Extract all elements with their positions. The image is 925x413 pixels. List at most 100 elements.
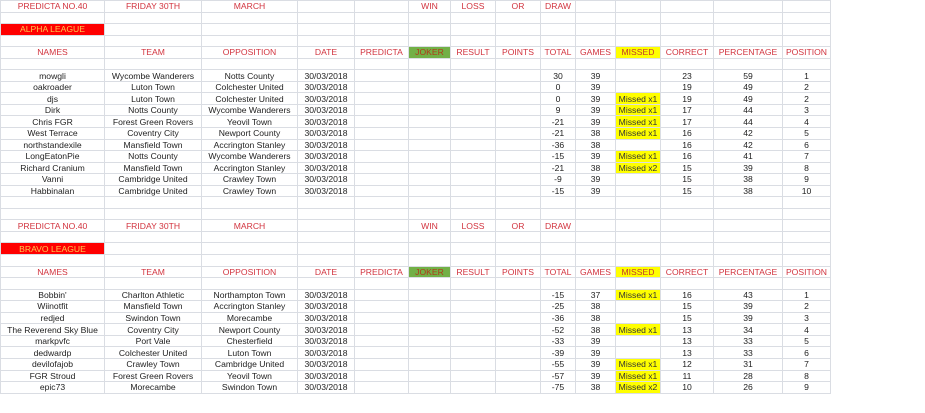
column-header[interactable]: NAMES: [0, 265, 105, 279]
cell[interactable]: [450, 254, 496, 267]
cell[interactable]: [201, 57, 298, 71]
cell[interactable]: [660, 277, 714, 290]
cell[interactable]: [201, 242, 298, 256]
column-header[interactable]: PREDICTA: [354, 265, 409, 279]
data-cell[interactable]: 16: [660, 288, 714, 302]
data-cell[interactable]: 37: [575, 288, 616, 302]
cell[interactable]: [495, 92, 541, 105]
cell[interactable]: [495, 242, 541, 256]
cell[interactable]: [495, 207, 541, 221]
data-cell[interactable]: 39: [713, 300, 783, 313]
data-cell[interactable]: 4: [782, 115, 831, 128]
data-cell[interactable]: 43: [713, 288, 783, 302]
cell[interactable]: [575, 57, 616, 71]
cell[interactable]: [408, 242, 451, 256]
data-cell[interactable]: 7: [782, 357, 831, 371]
cell[interactable]: [615, 23, 661, 36]
cell[interactable]: [408, 254, 451, 267]
data-cell[interactable]: Northampton Town: [201, 288, 298, 302]
cell[interactable]: [408, 196, 451, 209]
data-cell[interactable]: 39: [575, 346, 616, 359]
data-cell[interactable]: -75: [540, 381, 576, 394]
data-cell[interactable]: [615, 69, 661, 82]
cell[interactable]: [450, 69, 496, 82]
data-cell[interactable]: -25: [540, 300, 576, 313]
data-cell[interactable]: 30/03/2018: [297, 80, 355, 94]
cell[interactable]: [495, 161, 541, 175]
data-cell[interactable]: 23: [660, 69, 714, 82]
column-header[interactable]: CORRECT: [660, 265, 714, 279]
cell[interactable]: [540, 277, 576, 290]
data-cell[interactable]: devilofajob: [0, 357, 105, 371]
cell[interactable]: [408, 311, 451, 325]
data-cell[interactable]: 33: [713, 346, 783, 359]
data-cell[interactable]: 44: [713, 115, 783, 128]
day-label[interactable]: FRIDAY 30TH: [104, 219, 202, 232]
cell[interactable]: [495, 115, 541, 128]
cell[interactable]: [408, 69, 451, 82]
cell[interactable]: [660, 57, 714, 71]
data-cell[interactable]: Yeovil Town: [201, 369, 298, 383]
data-cell[interactable]: 38: [575, 323, 616, 336]
cell[interactable]: [782, 196, 831, 209]
data-cell[interactable]: 30/03/2018: [297, 184, 355, 198]
cell[interactable]: [540, 254, 576, 267]
data-cell[interactable]: 6: [782, 138, 831, 152]
data-cell[interactable]: Forest Green Rovers: [104, 369, 202, 383]
cell[interactable]: [495, 80, 541, 94]
cell[interactable]: [0, 196, 105, 209]
data-cell[interactable]: 2: [782, 80, 831, 94]
data-cell[interactable]: Newport County: [201, 127, 298, 140]
data-cell[interactable]: 44: [713, 103, 783, 117]
cell[interactable]: [782, 23, 831, 36]
cell[interactable]: [354, 69, 409, 82]
data-cell[interactable]: markpvfc: [0, 334, 105, 348]
cell[interactable]: [354, 207, 409, 221]
cell[interactable]: [782, 254, 831, 267]
data-cell[interactable]: 39: [575, 334, 616, 348]
cell[interactable]: [408, 103, 451, 117]
cell[interactable]: [615, 254, 661, 267]
data-cell[interactable]: Port Vale: [104, 334, 202, 348]
cell[interactable]: [354, 300, 409, 313]
data-cell[interactable]: Missed x1: [615, 115, 661, 128]
data-cell[interactable]: redjed: [0, 311, 105, 325]
cell[interactable]: [408, 34, 451, 48]
data-cell[interactable]: 28: [713, 369, 783, 383]
data-cell[interactable]: 39: [575, 80, 616, 94]
data-cell[interactable]: 17: [660, 103, 714, 117]
cell[interactable]: [354, 150, 409, 163]
data-cell[interactable]: 30/03/2018: [297, 346, 355, 359]
cell[interactable]: [297, 196, 355, 209]
data-cell[interactable]: LongEatonPie: [0, 150, 105, 163]
cell[interactable]: [450, 173, 496, 186]
cell[interactable]: [450, 11, 496, 25]
cell[interactable]: [408, 357, 451, 371]
cell[interactable]: [354, 369, 409, 383]
cell[interactable]: [354, 311, 409, 325]
data-cell[interactable]: Notts County: [201, 69, 298, 82]
cell[interactable]: [615, 196, 661, 209]
cell[interactable]: [354, 57, 409, 71]
cell[interactable]: [408, 23, 451, 36]
cell[interactable]: [575, 196, 616, 209]
data-cell[interactable]: 30/03/2018: [297, 138, 355, 152]
cell[interactable]: [201, 230, 298, 244]
cell[interactable]: [450, 381, 496, 394]
data-cell[interactable]: 8: [782, 369, 831, 383]
data-cell[interactable]: Colchester United: [201, 92, 298, 105]
column-header[interactable]: JOKER: [408, 265, 451, 279]
cell[interactable]: [713, 230, 783, 244]
cell[interactable]: [354, 381, 409, 394]
cell[interactable]: [201, 277, 298, 290]
data-cell[interactable]: 16: [660, 127, 714, 140]
cell[interactable]: [495, 69, 541, 82]
data-cell[interactable]: -39: [540, 346, 576, 359]
cell[interactable]: [540, 242, 576, 256]
data-cell[interactable]: 30/03/2018: [297, 69, 355, 82]
loss-label[interactable]: LOSS: [450, 219, 496, 232]
cell[interactable]: [713, 277, 783, 290]
column-header[interactable]: OPPOSITION: [201, 46, 298, 59]
data-cell[interactable]: 39: [713, 161, 783, 175]
data-cell[interactable]: 30/03/2018: [297, 369, 355, 383]
